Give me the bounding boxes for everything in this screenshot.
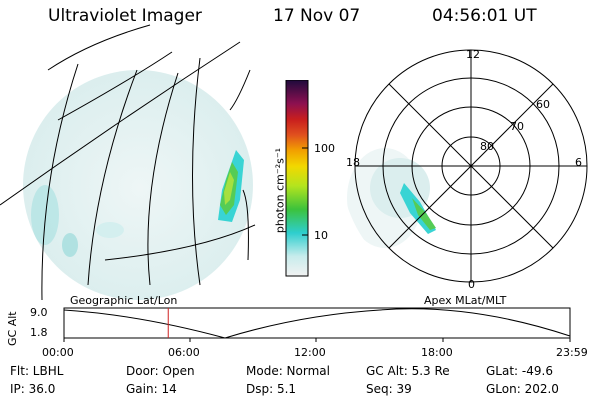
orbit-ytick-1.8: 1.8 bbox=[30, 326, 48, 339]
instrument-title: Ultraviolet Imager bbox=[48, 6, 202, 26]
status-gc-alt: GC Alt: 5.3 Re bbox=[366, 364, 450, 378]
mlat-label-70: 70 bbox=[510, 120, 524, 133]
status-dsp: Dsp: 5.1 bbox=[246, 382, 297, 396]
polar-aurora bbox=[400, 183, 436, 234]
orbit-xtick-1800: 18:00 bbox=[421, 346, 453, 359]
geographic-grid bbox=[0, 24, 256, 301]
status-gain: Gain: 14 bbox=[126, 382, 177, 396]
earth-disk bbox=[23, 70, 253, 300]
mlat-label-80: 80 bbox=[480, 140, 494, 153]
orbit-xtick-2359: 23:59 bbox=[556, 346, 588, 359]
observation-date: 17 Nov 07 bbox=[273, 6, 361, 26]
orbit-ytick-9: 9.0 bbox=[30, 306, 48, 319]
orbit-altitude-plot bbox=[63, 307, 571, 342]
orbit-axis-label: GC Alt bbox=[6, 311, 19, 346]
colorbar-tick-100: 100 bbox=[314, 142, 335, 155]
colorbar-unit-label: photon cm⁻²s⁻¹ bbox=[273, 147, 287, 234]
orbit-xtick-0600: 06:00 bbox=[168, 346, 200, 359]
geographic-projection-label: Geographic Lat/Lon bbox=[70, 294, 178, 307]
status-glat: GLat: -49.6 bbox=[486, 364, 553, 378]
status-seq: Seq: 39 bbox=[366, 382, 412, 396]
status-flt: Flt: LBHL bbox=[10, 364, 64, 378]
mlt-label-6: 6 bbox=[575, 156, 582, 169]
mlt-label-18: 18 bbox=[346, 156, 360, 169]
status-glon: GLon: 202.0 bbox=[486, 382, 559, 396]
colorbar-tick-10: 10 bbox=[314, 229, 328, 242]
orbit-plot-frame bbox=[63, 307, 571, 339]
mlat-label-60: 60 bbox=[536, 98, 550, 111]
aurora-band bbox=[218, 150, 244, 222]
apex-projection-label: Apex MLat/MLT bbox=[424, 294, 507, 307]
orbit-xtick-0000: 00:00 bbox=[42, 346, 74, 359]
colorbar bbox=[285, 80, 309, 277]
observation-time: 04:56:01 UT bbox=[432, 6, 537, 26]
mlt-label-0: 0 bbox=[468, 278, 475, 291]
status-door: Door: Open bbox=[126, 364, 195, 378]
orbit-altitude-curve bbox=[63, 308, 571, 339]
orbit-xtick-1200: 12:00 bbox=[294, 346, 326, 359]
status-ip: IP: 36.0 bbox=[10, 382, 56, 396]
polar-plot bbox=[347, 49, 588, 283]
status-mode: Mode: Normal bbox=[246, 364, 330, 378]
mlt-label-12: 12 bbox=[466, 48, 480, 61]
